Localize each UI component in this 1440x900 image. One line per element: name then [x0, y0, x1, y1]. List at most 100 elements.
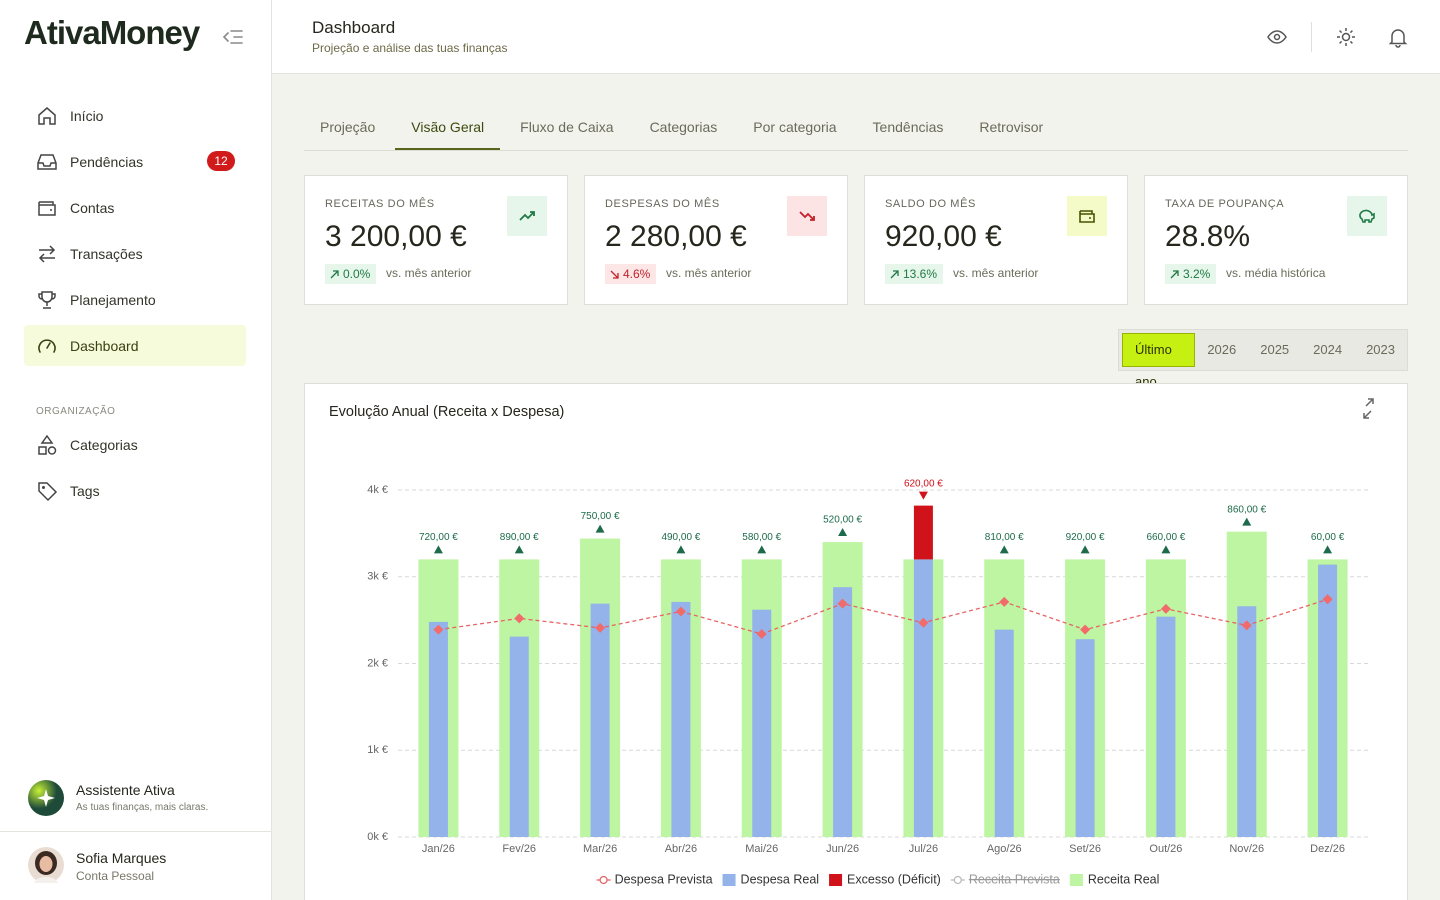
y-tick-label: 0k €	[367, 831, 388, 843]
kpi-value: 3 200,00 €	[325, 220, 467, 253]
y-tick-label: 2k €	[367, 657, 388, 669]
eye-icon[interactable]	[1266, 26, 1288, 48]
nav-item[interactable]: Dashboard	[24, 325, 246, 366]
trophy-icon	[38, 290, 56, 309]
shapes-icon	[38, 434, 57, 455]
legend-swatch	[1069, 874, 1083, 886]
bar	[752, 609, 772, 837]
user-role: Conta Pessoal	[76, 869, 155, 883]
user-name: Sofia Marques	[76, 850, 167, 866]
kpi-label: RECEITAS DO MÊS	[325, 198, 435, 210]
x-tick-label: Ago/26	[987, 843, 1022, 855]
bar	[1075, 639, 1095, 837]
period-button[interactable]: 2025	[1260, 342, 1290, 357]
line-marker	[1160, 603, 1171, 614]
margin-arrow	[514, 545, 524, 554]
bar	[1156, 616, 1176, 837]
avatar[interactable]	[28, 847, 64, 883]
margin-arrow	[433, 545, 443, 554]
period-button[interactable]: 2023	[1366, 342, 1395, 357]
nav-label: Tags	[70, 482, 100, 499]
period-button[interactable]: Último ano	[1122, 333, 1196, 389]
deficit-arrow	[918, 491, 928, 500]
margin-label: 750,00 €	[581, 511, 620, 522]
bar	[671, 601, 691, 837]
tab[interactable]: Fluxo de Caixa	[520, 119, 614, 135]
kpi-icon-glyph	[799, 211, 815, 221]
legend-swatch	[829, 874, 843, 886]
legend-swatch	[599, 875, 608, 885]
divider	[0, 831, 271, 832]
nav-item[interactable]: Pendências 12	[24, 141, 246, 182]
nav-label: Pendências	[70, 153, 144, 170]
nav-item[interactable]: Início	[24, 95, 246, 136]
tab[interactable]: Categorias	[649, 119, 718, 135]
margin-arrow	[757, 545, 767, 554]
tab[interactable]: Retrovisor	[979, 119, 1044, 135]
y-tick-label: 1k €	[367, 744, 388, 756]
kpi-card: SALDO DO MÊS 920,00 € 13.6% vs. mês anterio…	[864, 175, 1128, 305]
x-tick-label: Set/26	[1069, 843, 1101, 855]
margin-label: 810,00 €	[985, 532, 1024, 543]
inbox-icon	[37, 153, 57, 170]
nav-item[interactable]: Planejamento	[24, 279, 246, 320]
nav-item[interactable]: Transações	[24, 233, 246, 274]
transfer-icon	[38, 244, 56, 263]
legend-swatch	[953, 875, 962, 885]
kpi-change: 4.6%	[605, 264, 657, 284]
kpi-icon	[507, 196, 547, 236]
page-subtitle: Projeção e análise das tuas finanças	[312, 41, 508, 55]
collapse-icon[interactable]	[222, 28, 244, 46]
kpi-icon	[1347, 196, 1387, 236]
nav-item[interactable]: Contas	[24, 187, 246, 228]
line-marker	[514, 613, 525, 624]
trend-arrow	[330, 269, 339, 278]
margin-arrow	[1242, 517, 1252, 526]
trend-arrow	[610, 270, 619, 279]
legend-item[interactable]: Receita Real	[1069, 872, 1160, 886]
y-tick-label: 4k €	[367, 484, 388, 496]
theme-icon[interactable]	[1335, 26, 1357, 48]
assistant-subtitle: As tuas finanças, mais claras.	[76, 802, 209, 813]
logo[interactable]: AtivaMoney	[24, 14, 200, 51]
period-button[interactable]: 2026	[1207, 342, 1237, 357]
bell-icon[interactable]	[1387, 26, 1409, 48]
kpi-icon	[787, 196, 827, 236]
legend-label: Receita Real	[1088, 872, 1160, 886]
tab[interactable]: Por categoria	[753, 119, 837, 135]
bar	[913, 559, 933, 837]
kpi-note: vs. média histórica	[1226, 266, 1326, 280]
x-tick-label: Jan/26	[422, 843, 455, 855]
kpi-value: 920,00 €	[885, 220, 1002, 253]
bar	[509, 636, 529, 837]
tab[interactable]: Visão Geral	[395, 108, 501, 150]
nav-label: Início	[70, 107, 104, 124]
nav-label: Planejamento	[70, 291, 156, 308]
tab[interactable]: Tendências	[872, 119, 944, 135]
legend-item[interactable]: Despesa Real	[722, 872, 820, 886]
margin-arrow	[999, 545, 1009, 554]
kpi-label: DESPESAS DO MÊS	[605, 198, 720, 210]
line-marker	[433, 624, 444, 635]
kpi-label: TAXA DE POUPANÇA	[1165, 198, 1285, 210]
kpi-card: RECEITAS DO MÊS 3 200,00 € 0.0% vs. mês ant…	[304, 175, 568, 305]
assistant-icon[interactable]	[28, 780, 64, 816]
nav-item[interactable]: Categorias	[24, 424, 246, 465]
gauge-icon	[38, 338, 56, 353]
x-tick-label: Jun/26	[826, 843, 859, 855]
y-tick-label: 3k €	[367, 571, 388, 583]
divider	[1311, 22, 1312, 52]
expand-icon[interactable]	[1363, 398, 1374, 419]
tab[interactable]: Projeção	[320, 119, 376, 135]
x-tick-label: Jul/26	[909, 843, 938, 855]
kpi-change: 13.6%	[885, 264, 944, 284]
period-button[interactable]: 2024	[1313, 342, 1343, 357]
bar	[994, 629, 1014, 837]
legend-item[interactable]: Excesso (Déficit)	[829, 872, 941, 886]
line-marker	[999, 596, 1010, 607]
legend-item[interactable]: Receita Prevista	[950, 872, 1060, 886]
legend-item[interactable]: Despesa Prevista	[596, 872, 713, 886]
chart-title: Evolução Anual (Receita x Despesa)	[329, 404, 564, 420]
nav-item[interactable]: Tags	[24, 470, 246, 511]
margin-label: 520,00 €	[823, 515, 862, 526]
